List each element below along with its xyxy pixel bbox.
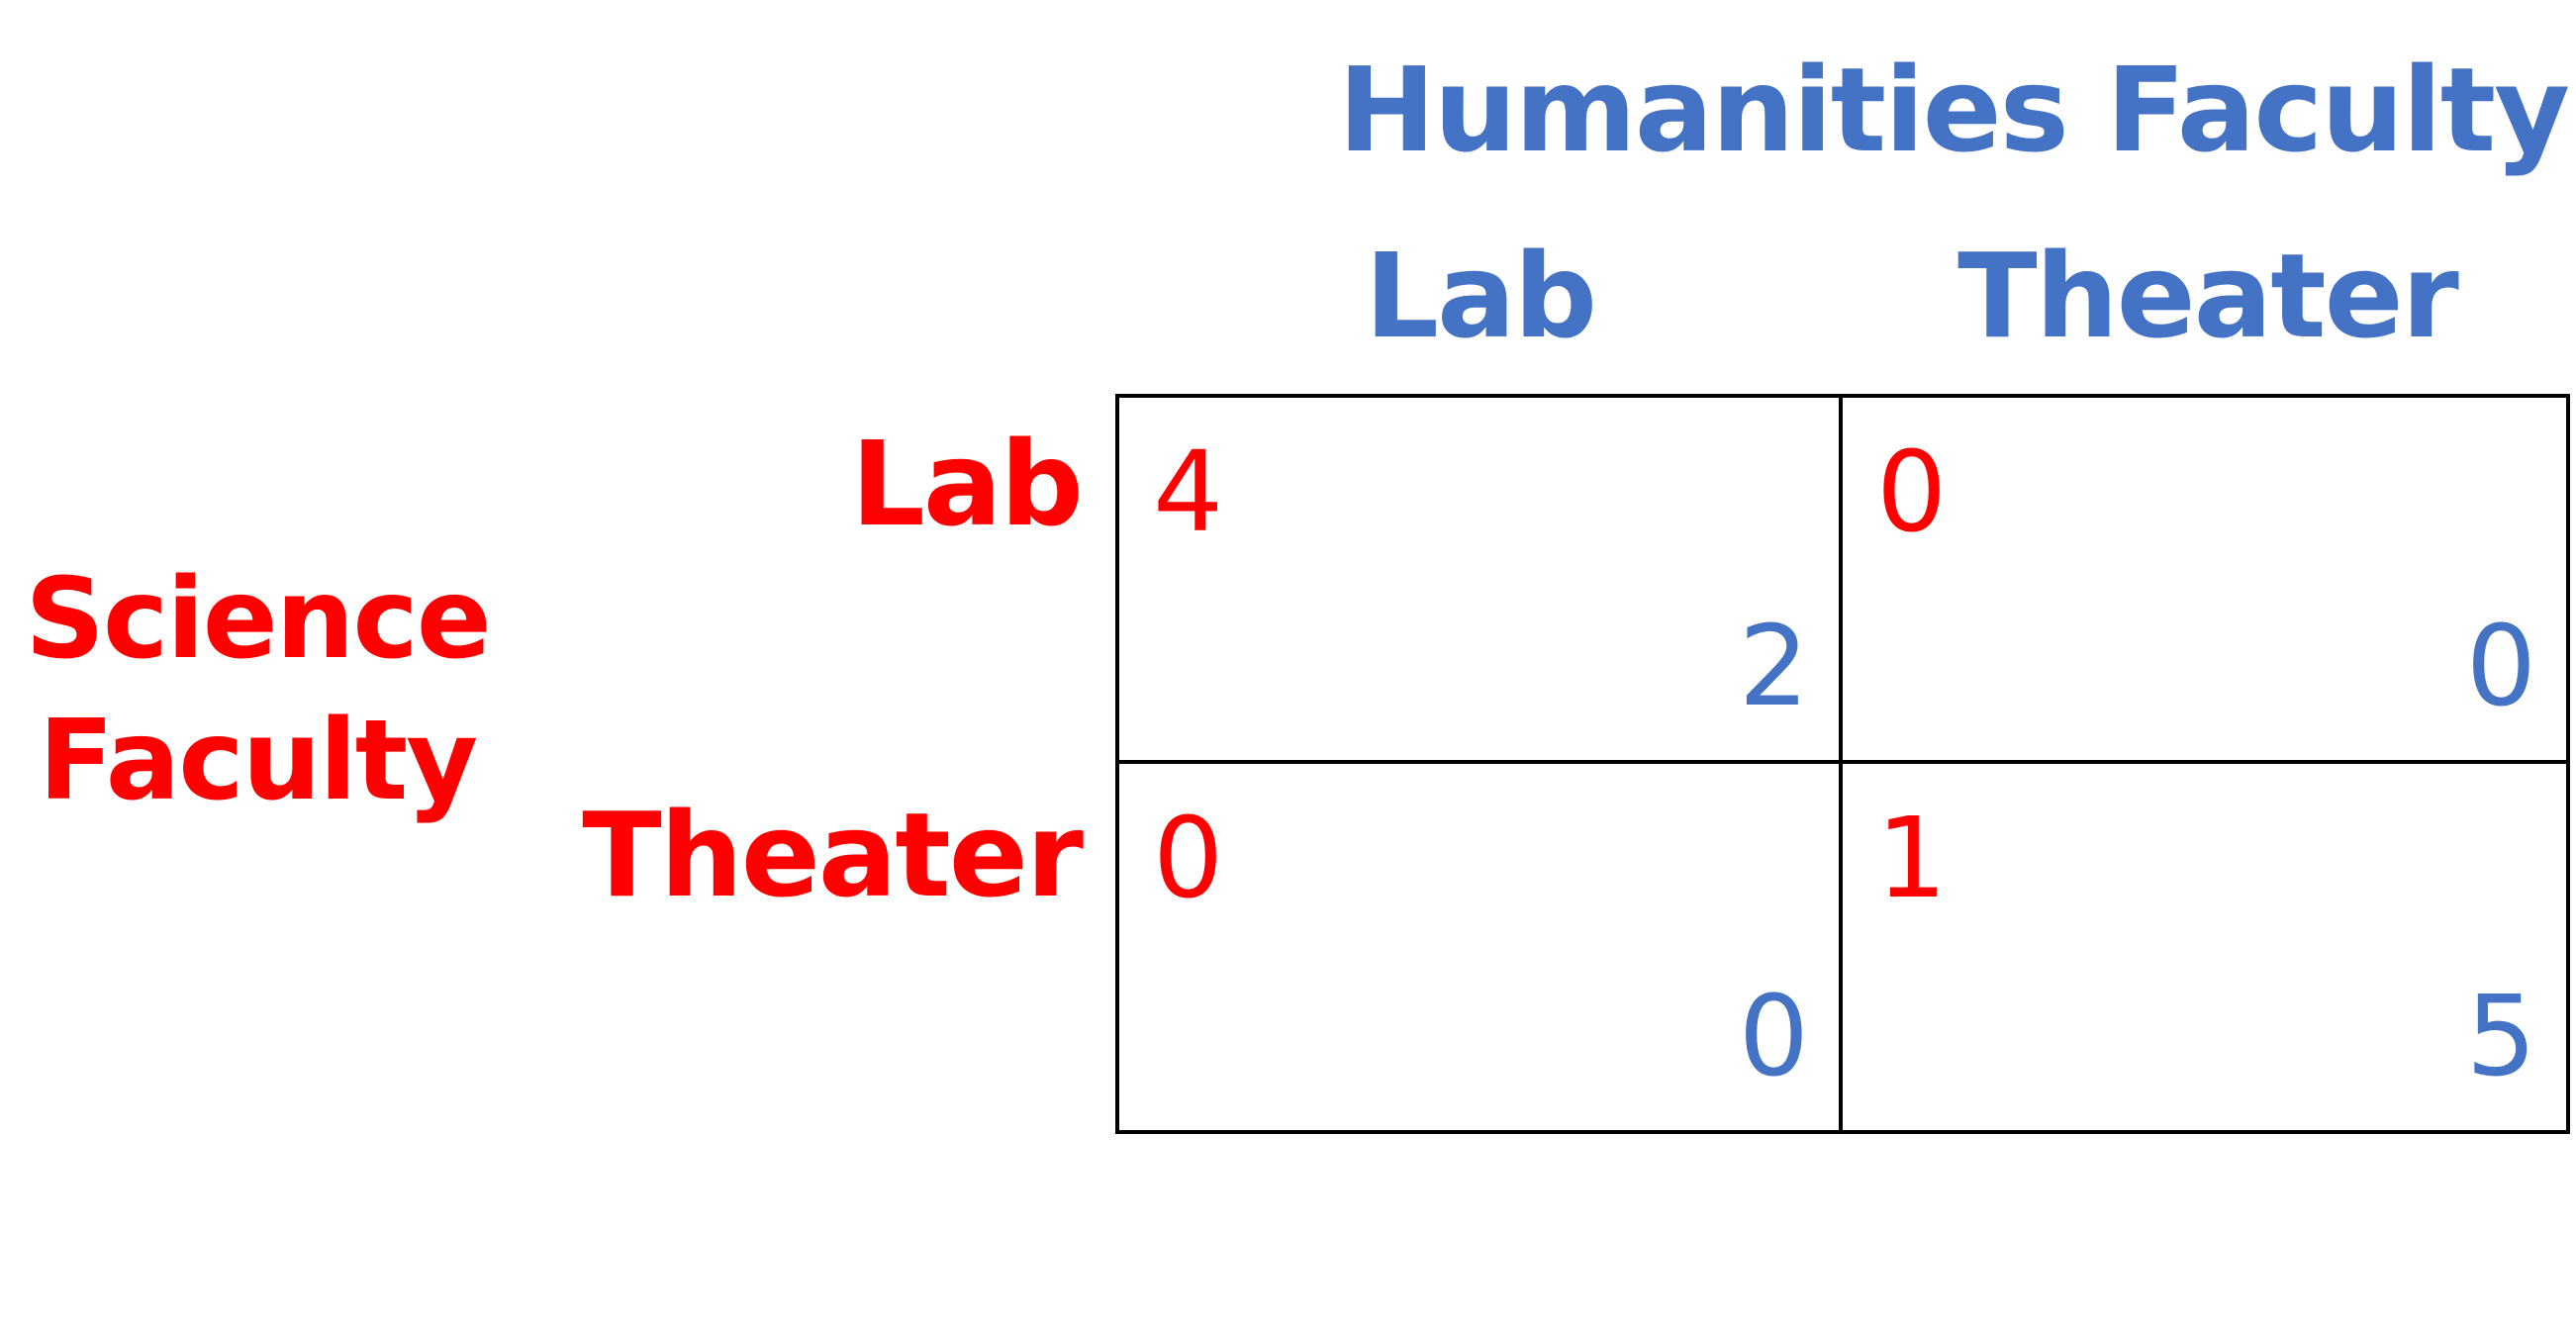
row-payoff: 0 <box>1876 428 1948 557</box>
row-strategy-lab: Lab <box>850 416 1084 552</box>
column-strategy-theater: Theater <box>1957 228 2459 364</box>
row-player-title: Science Faculty <box>20 549 495 833</box>
column-strategy-lab: Lab <box>1364 228 1597 364</box>
row-payoff: 4 <box>1153 428 1224 557</box>
cell-theater-lab: 0 0 <box>1119 764 1843 1130</box>
column-payoff: 0 <box>2465 603 2536 731</box>
cell-theater-theater: 1 5 <box>1843 764 2566 1130</box>
column-player-title: Humanities Faculty <box>1338 42 2570 178</box>
row-player-title-line2: Faculty <box>38 697 479 826</box>
column-payoff: 0 <box>1738 973 1809 1101</box>
cell-lab-theater: 0 0 <box>1843 398 2566 764</box>
column-payoff: 2 <box>1738 603 1809 731</box>
row-strategy-theater: Theater <box>582 787 1084 923</box>
payoff-matrix: 4 2 0 0 0 0 1 5 <box>1115 394 2570 1134</box>
column-payoff: 5 <box>2465 973 2536 1101</box>
row-payoff: 0 <box>1153 795 1224 923</box>
row-payoff: 1 <box>1876 795 1948 923</box>
cell-lab-lab: 4 2 <box>1119 398 1843 764</box>
row-player-title-line1: Science <box>25 555 491 684</box>
